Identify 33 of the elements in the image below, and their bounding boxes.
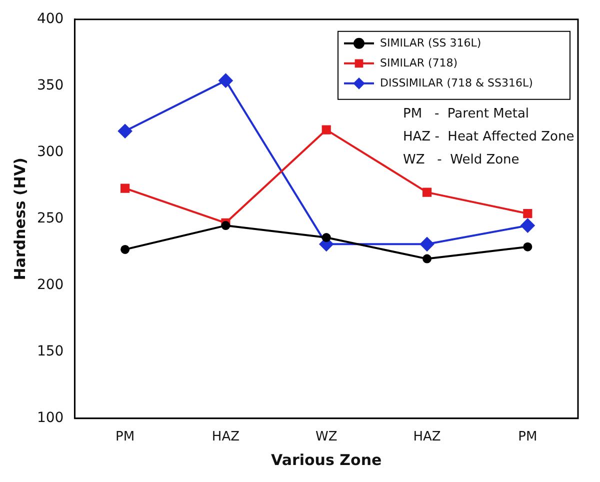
legend-label: DISSIMILAR (718 & SS316L) [380,76,533,90]
x-tick-label: HAZ [413,430,441,445]
point [520,218,535,233]
x-axis-title: Various Zone [271,450,382,469]
point [322,233,331,242]
legend-label: SIMILAR (SS 316L) [380,36,482,50]
legend-label: SIMILAR (718) [380,56,458,70]
annotation: PM - Parent Metal [403,106,530,122]
point [523,209,532,218]
annotation: HAZ - Heat Affected Zone [403,129,574,144]
x-tick-label: HAZ [212,430,240,445]
y-tick-label: 400 [36,11,64,28]
y-tick-label: 250 [36,210,64,227]
y-axis-title: Hardness (HV) [10,158,29,280]
point [120,244,130,254]
point [420,237,434,252]
point [118,124,132,138]
point [422,188,432,197]
point [221,221,230,230]
y-tick-label: 150 [36,344,64,360]
point [322,125,331,134]
point [422,254,432,264]
annotation: WZ - Weld Zone [403,152,520,168]
x-tick-label: WZ [315,430,338,445]
y-tick-label: 100 [36,410,64,426]
x-tick-label: PM [116,430,135,445]
y-tick-label: 300 [36,144,64,160]
point [218,74,233,88]
y-tick-label: 200 [36,277,64,294]
x-tick-label: PM [518,430,538,445]
point [523,242,532,252]
y-tick-label: 350 [36,78,64,94]
point [120,184,130,193]
